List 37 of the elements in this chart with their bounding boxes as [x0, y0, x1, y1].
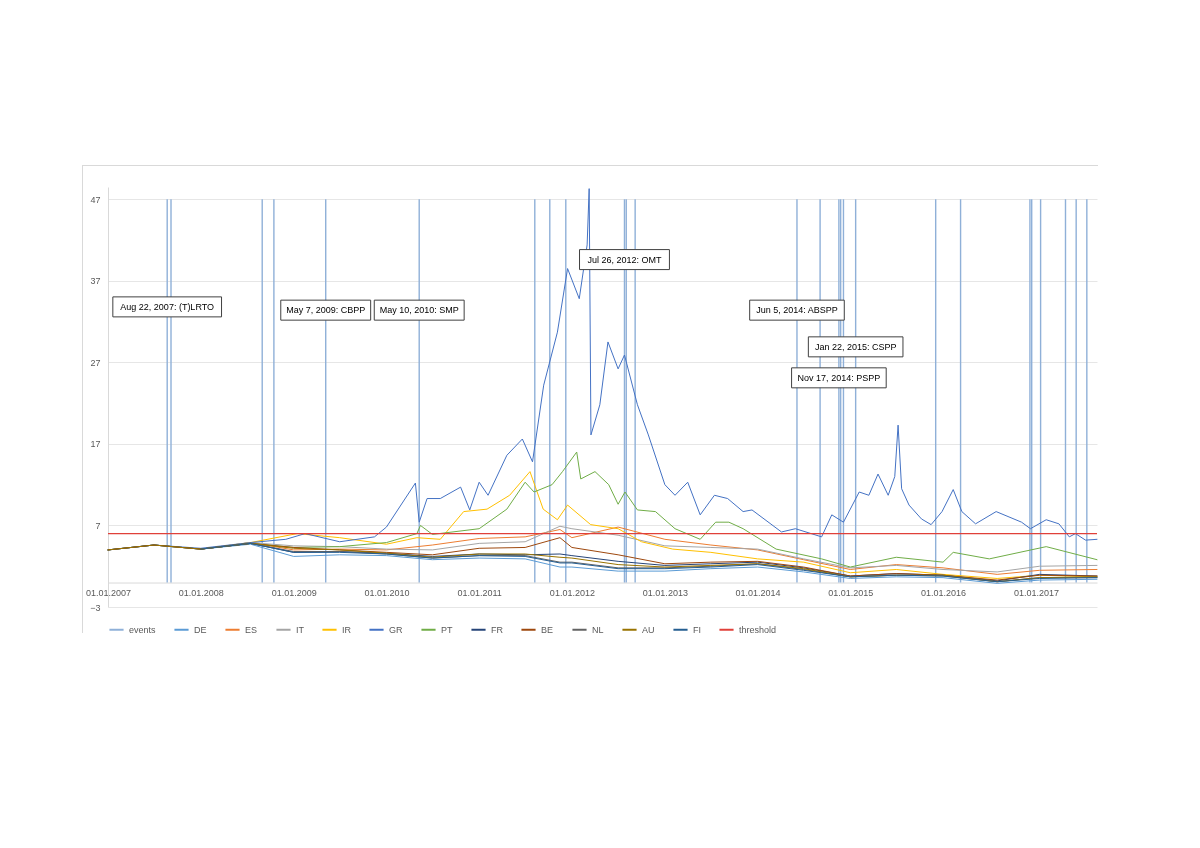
annotation: Jun 5, 2014: ABSPP — [756, 305, 838, 316]
legend-label: events — [129, 624, 157, 635]
y-tick-label: 7 — [95, 520, 101, 531]
legend-label: threshold — [739, 624, 777, 635]
x-tick-label: 01.01.2014 — [735, 588, 781, 599]
annotation: May 7, 2009: CBPP — [286, 305, 366, 316]
y-tick-label: 17 — [90, 439, 101, 450]
x-tick-label: 01.01.2015 — [828, 588, 874, 599]
legend-label: NL — [592, 624, 604, 635]
x-tick-label: 01.01.2008 — [178, 588, 224, 599]
legend-label: PT — [441, 624, 453, 635]
annotation: Aug 22, 2007: (T)LRTO — [120, 301, 215, 312]
annotation: Jul 26, 2012: OMT — [587, 254, 662, 265]
legend-label: IT — [296, 624, 305, 635]
x-tick-label: 01.01.2017 — [1014, 588, 1060, 599]
y-tick-label: 37 — [90, 276, 101, 287]
y-tick-label: 27 — [90, 357, 101, 368]
legend-label: FI — [693, 624, 701, 635]
x-tick-label: 01.01.2010 — [364, 588, 410, 599]
x-tick-label: 01.01.2016 — [921, 588, 967, 599]
legend-label: IR — [342, 624, 352, 635]
x-tick-label: 01.01.2012 — [549, 588, 595, 599]
legend-label: AU — [642, 624, 655, 635]
annotation: May 10, 2010: SMP — [379, 305, 459, 316]
x-tick-label: 01.01.2013 — [642, 588, 688, 599]
x-tick-label: 01.01.2007 — [85, 588, 132, 599]
annotation: Nov 17, 2014: PSPP — [797, 372, 881, 383]
legend-label: BE — [541, 624, 554, 635]
annotation: Jan 22, 2015: CSPP — [814, 341, 897, 352]
legend-label: GR — [389, 624, 403, 635]
y-tick-label: 47 — [90, 194, 101, 205]
legend-label: ES — [245, 624, 258, 635]
x-tick-label: 01.01.2011 — [457, 588, 502, 599]
x-tick-label: 01.01.2009 — [271, 588, 317, 599]
legend-label: DE — [194, 624, 207, 635]
y-tick-label: −3 — [90, 602, 101, 613]
legend-label: FR — [491, 624, 504, 635]
